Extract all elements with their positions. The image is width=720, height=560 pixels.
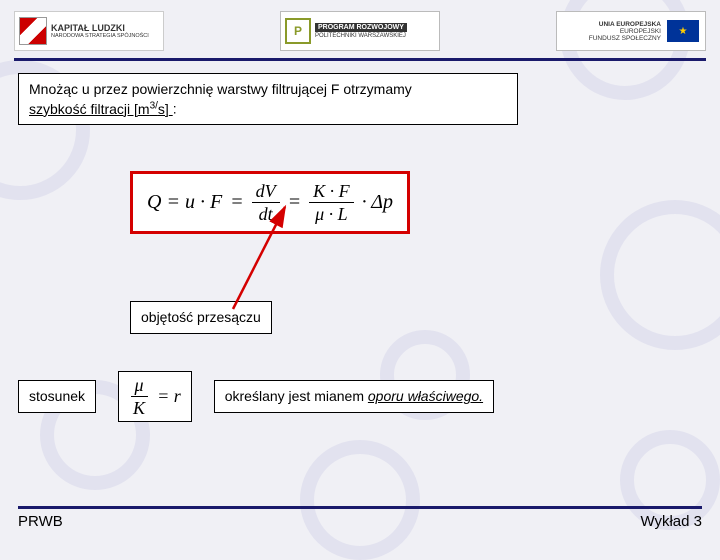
eq-lhs: Q = u · F: [147, 191, 222, 214]
logo-eu-line1: UNIA EUROPEJSKA: [589, 21, 661, 28]
eq-frac2-n: K · F: [309, 182, 354, 203]
eq-dp: · Δp: [362, 191, 393, 214]
intro-line2a: szybkość filtracji [m: [29, 101, 150, 117]
stosunek-box: stosunek: [18, 380, 96, 413]
arrow-icon: [225, 199, 305, 319]
footer-left: PRWB: [18, 513, 63, 530]
stosunek-label: stosunek: [29, 388, 85, 404]
intro-line1: Mnożąc u przez powierzchnię warstwy filt…: [29, 81, 412, 97]
logo-pw-line2: POLITECHNIKI WARSZAWSKIEJ: [315, 33, 407, 39]
opor-em: oporu właściwego.: [368, 388, 483, 404]
footer-right: Wykład 3: [640, 513, 702, 530]
logo-kl-title: KAPITAŁ LUDZKI: [51, 23, 149, 33]
intro-text-box: Mnożąc u przez powierzchnię warstwy filt…: [18, 73, 518, 125]
intro-line2c: :: [173, 101, 177, 117]
logo-kl-sub: NARODOWA STRATEGIA SPÓJNOŚCI: [51, 33, 149, 39]
ratio-equation-box: μ K = r: [118, 371, 192, 422]
header: KAPITAŁ LUDZKI NARODOWA STRATEGIA SPÓJNO…: [0, 0, 720, 56]
logo-eu-line3: FUNDUSZ SPOŁECZNY: [589, 35, 661, 42]
opor-pre: określany jest mianem: [225, 388, 368, 404]
footer: PRWB Wykład 3: [0, 506, 720, 540]
ratio-n: μ: [131, 376, 148, 397]
intro-line2b: s]: [158, 101, 169, 117]
logo-kapital-ludzki: KAPITAŁ LUDZKI NARODOWA STRATEGIA SPÓJNO…: [14, 11, 164, 51]
opor-box: określany jest mianem oporu właściwego.: [214, 380, 494, 413]
logo-pw-line1: PROGRAM ROZWOJOWY: [315, 23, 407, 32]
ratio-d: K: [129, 397, 149, 417]
logo-program-rozwojowy: P PROGRAM ROZWOJOWY POLITECHNIKI WARSZAW…: [280, 11, 440, 51]
ratio-row: stosunek μ K = r określany jest mianem o…: [18, 371, 494, 422]
intro-sup: 3/: [150, 100, 158, 111]
ratio-eq: = r: [157, 386, 181, 407]
logo-eu-line2: EUROPEJSKI: [589, 28, 661, 35]
logo-unia-europejska: UNIA EUROPEJSKA EUROPEJSKI FUNDUSZ SPOŁE…: [556, 11, 706, 51]
eq-frac2-d: μ · L: [311, 203, 352, 223]
